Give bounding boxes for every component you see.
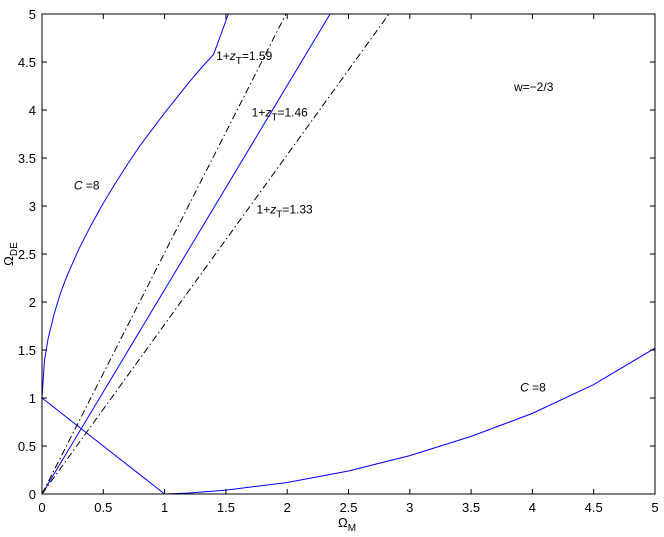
y-tick-label: 4.5 <box>18 55 36 70</box>
tick-layer: 0 0.5 1 1.5 2 2.5 3 3.5 4 4.5 5 0 0.5 1 1.5 2 2.5 3 3.5 4 4.… <box>18 7 659 515</box>
y-tick-label: 0 <box>29 487 36 502</box>
x-tick-label: 2.5 <box>339 500 357 515</box>
plot-area <box>42 14 655 494</box>
y-tick-label: 1 <box>29 391 36 406</box>
x-tick-label: 0.5 <box>94 500 112 515</box>
series-line-6 <box>41 13 390 495</box>
y-tick-label: 3 <box>29 199 36 214</box>
annotation-label: 1+zT=1.46 <box>252 106 308 124</box>
y-tick-label: 5 <box>29 7 36 22</box>
x-tick-label: 3.5 <box>462 500 480 515</box>
annotation-label: 1+zT=1.59 <box>216 49 272 67</box>
series-line-1 <box>41 13 229 399</box>
annotation-label: w=−2/3 <box>513 80 554 94</box>
y-tick-label: 0.5 <box>18 439 36 454</box>
annotation-layer: 1+zT=1.59 1+zT=1.46 1+zT=1.33 C =8 C =8 w=−2/… <box>74 49 554 394</box>
y-tick-label: 2 <box>29 295 36 310</box>
y-tick-label: 2.5 <box>18 247 36 262</box>
x-tick-label: 5 <box>651 500 658 515</box>
annotation-label: C =8 <box>74 179 100 193</box>
y-tick-label: 1.5 <box>18 343 36 358</box>
x-tick-label: 0 <box>38 500 45 515</box>
series-layer <box>41 13 656 495</box>
series-line-5 <box>41 13 287 495</box>
y-axis-title: ΩDE <box>1 242 20 266</box>
y-tick-label: 3.5 <box>18 151 36 166</box>
annotation-label: 1+zT=1.33 <box>257 203 313 221</box>
x-tick-label: 3 <box>406 500 413 515</box>
y-tick-label: 4 <box>29 103 36 118</box>
x-tick-label: 4.5 <box>585 500 603 515</box>
x-tick-label: 1 <box>161 500 168 515</box>
series-line-2 <box>164 347 656 495</box>
annotation-label: C =8 <box>520 380 546 394</box>
x-tick-label: 4 <box>529 500 536 515</box>
x-axis-title: ΩM <box>338 515 356 534</box>
series-line-3 <box>41 397 165 495</box>
series-line-4 <box>41 13 331 495</box>
x-tick-label: 1.5 <box>217 500 235 515</box>
x-tick-label: 2 <box>284 500 291 515</box>
